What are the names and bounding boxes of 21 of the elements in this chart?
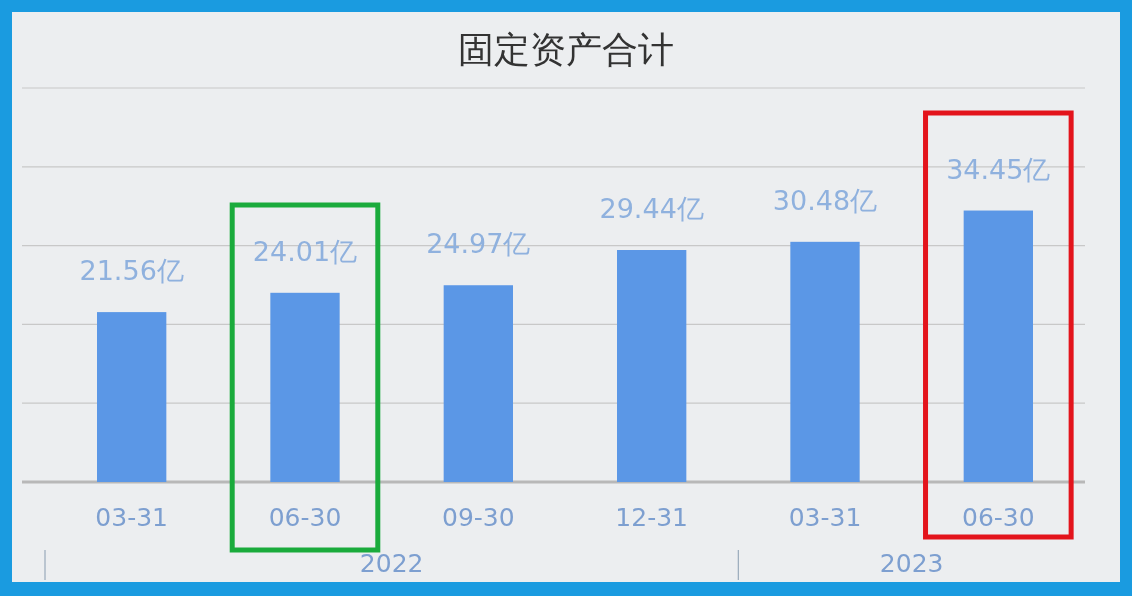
- bar: [617, 250, 687, 482]
- x-tick-label: 03-31: [788, 503, 862, 532]
- bar: [790, 241, 860, 482]
- bar: [443, 285, 513, 482]
- x-tick-label: 06-30: [268, 503, 342, 532]
- text: 2022: [359, 549, 424, 578]
- data-label: 24.97亿: [426, 228, 531, 260]
- chart-title: 固定资产合计: [458, 29, 674, 70]
- data-label: 29.44亿: [599, 193, 704, 225]
- data-label: 30.48亿: [772, 184, 878, 216]
- data-label: 34.45亿: [946, 153, 1051, 185]
- bar: [963, 210, 1033, 482]
- data-label: 21.56亿: [79, 255, 184, 287]
- text: 2023: [879, 549, 944, 578]
- bar: [97, 312, 167, 482]
- data-label: 24.01亿: [252, 235, 358, 267]
- x-tick-label: 12-31: [615, 503, 688, 532]
- x-tick-label: 03-31: [95, 503, 168, 532]
- x-tick-label: 09-30: [442, 503, 515, 532]
- x-tick-label: 06-30: [962, 503, 1035, 532]
- bar: [270, 292, 340, 482]
